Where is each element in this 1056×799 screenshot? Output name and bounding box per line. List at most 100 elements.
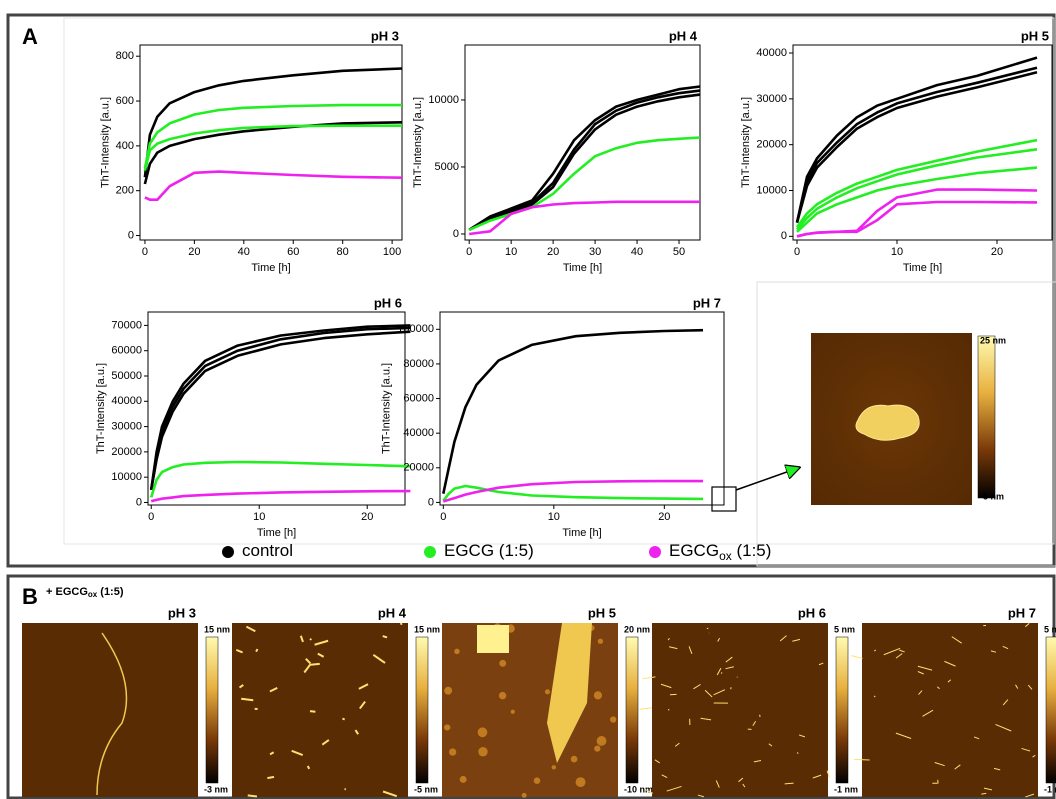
panel-label: A [22, 24, 38, 49]
afm-feature [704, 689, 713, 698]
y-tick-label: 0 [781, 230, 787, 242]
y-tick-label: 400 [116, 140, 134, 152]
legend-label: control [242, 541, 293, 560]
legend-marker [424, 546, 436, 558]
series-line [795, 138, 1038, 228]
afm-feature [1025, 622, 1030, 628]
x-tick-label: 0 [466, 246, 472, 258]
x-tick-label: 10 [891, 246, 903, 258]
afm-feature [768, 743, 773, 747]
series-line [442, 484, 704, 502]
afm-feature [305, 658, 312, 665]
series-line [469, 200, 700, 236]
afm-feature [477, 727, 488, 738]
afm-feature [444, 724, 451, 731]
series-line [468, 89, 701, 232]
colorbar-label: 5 nm [1044, 624, 1056, 634]
x-tick-label: 40 [238, 246, 250, 258]
x-axis-label: Time [h] [251, 262, 290, 274]
y-axis-label: ThT-Intensity [a.u.] [99, 97, 111, 188]
colorbar [977, 335, 996, 499]
colorbar-label: -1 nm [834, 784, 858, 794]
series-line [442, 328, 704, 494]
y-tick-label: 30000 [756, 93, 787, 105]
series-line [149, 460, 411, 498]
afm-feature [269, 686, 278, 693]
afm-feature [993, 767, 1001, 771]
afm-feature [981, 792, 987, 795]
afm-feature [309, 662, 320, 666]
series-line [143, 124, 402, 171]
y-tick-label: 20000 [756, 139, 787, 151]
afm-feature [267, 775, 275, 780]
series-line [796, 200, 1038, 238]
afm-feature [713, 689, 726, 696]
afm-feature [521, 792, 527, 798]
plot-frame [439, 311, 725, 506]
afm-feature [661, 774, 668, 779]
y-tick-label: 70000 [111, 319, 142, 331]
y-tick-label: 10000 [428, 94, 459, 106]
afm-aggregate [855, 404, 920, 441]
y-tick-label: 10000 [756, 184, 787, 196]
afm-feature [798, 734, 806, 738]
y-tick-label: 600 [116, 95, 134, 107]
afm-feature [597, 638, 604, 644]
afm-feature [238, 684, 244, 689]
colorbar [835, 636, 849, 784]
afm-feature [796, 752, 799, 755]
afm-feature [779, 635, 787, 642]
y-tick-label: 50000 [111, 370, 142, 382]
plot-region [63, 17, 1055, 545]
afm-feature [753, 760, 762, 763]
afm-feature [936, 686, 940, 690]
afm-feature [666, 785, 682, 792]
y-tick-label: 40000 [756, 47, 787, 59]
afm-feature [354, 729, 360, 735]
afm-feature [874, 649, 877, 652]
afm-feature [1002, 699, 1009, 706]
legend: control EGCG (1:5) EGCGox (1:5) [222, 541, 771, 563]
afm-feature [309, 637, 312, 641]
afm-feature [715, 780, 720, 788]
image-title: pH 4 [378, 605, 407, 620]
afm-feature [547, 623, 592, 763]
afm-feature [610, 716, 617, 723]
afm-feature [917, 665, 933, 671]
y-tick-label: 0 [453, 228, 459, 240]
colorbar-label: 15 nm [204, 624, 230, 634]
colorbar-label: -10 nm [624, 784, 653, 794]
y-axis-label: ThT-Intensity [a.u.] [412, 97, 424, 188]
x-tick-label: 20 [991, 246, 1003, 258]
afm-image [442, 623, 618, 797]
afm-feature [241, 697, 254, 702]
afm-feature [247, 794, 258, 798]
y-tick-label: 80000 [403, 358, 434, 370]
afm-feature [575, 777, 586, 788]
afm-feature [693, 683, 701, 690]
image-title: pH 6 [798, 605, 826, 620]
afm-feature [752, 721, 757, 726]
afm-feature [596, 736, 607, 746]
afm-image [862, 623, 1038, 797]
colorbar-label: 25 nm [980, 335, 1006, 345]
afm-feature [973, 736, 980, 740]
plot-frame [464, 44, 701, 241]
x-tick-label: 30 [589, 246, 601, 258]
x-axis-label: Time [h] [563, 262, 602, 274]
afm-feature [382, 635, 388, 639]
series-line [468, 85, 701, 231]
afm-feature [934, 762, 945, 767]
afm-feature [899, 649, 905, 653]
y-tick-label: 100000 [397, 323, 434, 335]
afm-feature [668, 646, 678, 650]
x-tick-label: 60 [287, 246, 299, 258]
afm-feature [725, 666, 734, 670]
afm-feature [372, 654, 386, 664]
panel-b-title: + EGCGox (1:5) [46, 586, 124, 599]
y-axis-label: ThT-Intensity [a.u.] [381, 363, 393, 454]
afm-feature [667, 708, 670, 711]
x-tick-label: 50 [673, 246, 685, 258]
afm-feature [717, 637, 721, 642]
y-tick-label: 0 [136, 496, 142, 508]
